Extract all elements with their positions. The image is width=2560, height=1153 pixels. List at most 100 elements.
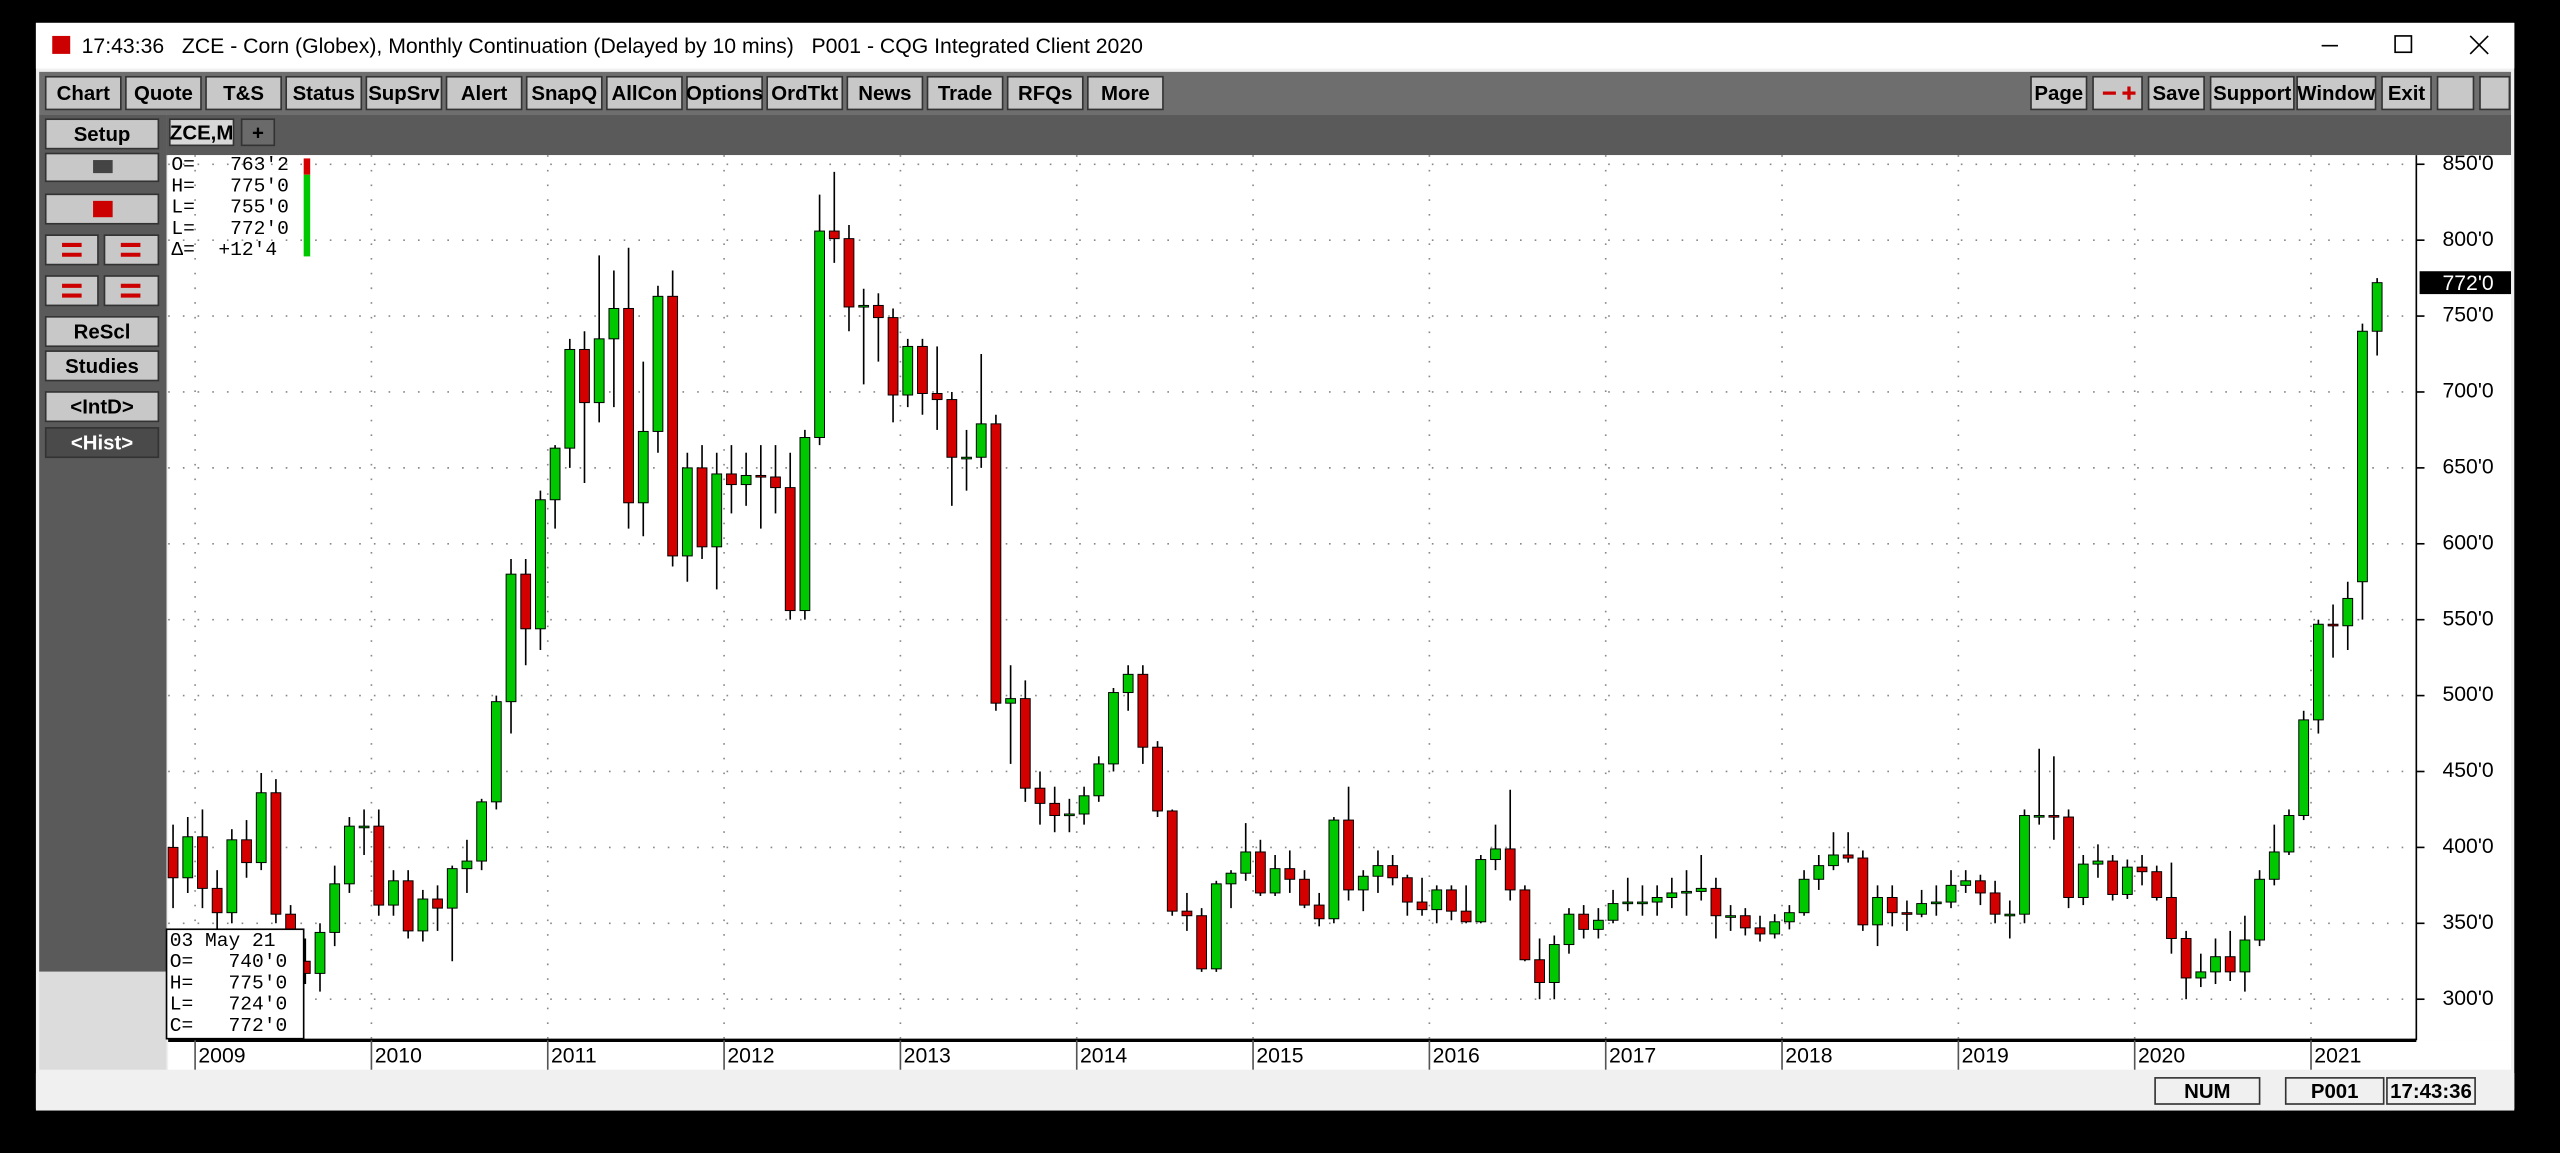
candle-body	[2254, 878, 2265, 941]
toolbar-button-label: OrdTkt	[771, 83, 838, 105]
toolbar-button-label: Exit	[2388, 83, 2426, 105]
toolbar-button[interactable]	[2381, 75, 2432, 111]
candle-body	[961, 456, 972, 460]
toolbar-button[interactable]	[846, 75, 924, 111]
tool-button[interactable]	[44, 234, 99, 266]
help-button[interactable]	[2479, 75, 2511, 111]
chart-tab[interactable]	[168, 118, 235, 147]
maximize-button[interactable]	[2394, 35, 2413, 54]
sidebar-button[interactable]	[44, 427, 160, 459]
candle-body	[1607, 903, 1619, 921]
sidebar-button[interactable]	[44, 118, 160, 150]
y-tick-label: 450'0	[2442, 759, 2493, 782]
tool-button[interactable]	[44, 275, 99, 307]
candle-body	[1945, 884, 1957, 903]
sidebar-button[interactable]	[44, 350, 160, 382]
tool-icon	[93, 200, 113, 218]
candle-body	[770, 476, 781, 489]
candle-body	[579, 348, 590, 404]
candle-body	[1519, 889, 1531, 961]
toolbar-button-label: AllCon	[612, 83, 678, 105]
x-tick-label: 2021	[2314, 1044, 2361, 1067]
candle-body	[1578, 913, 1590, 930]
tool-button[interactable]	[103, 234, 160, 266]
status-field[interactable]	[2386, 1077, 2476, 1105]
candle-body	[2121, 866, 2133, 895]
ohlc-panel-line: O= 763'2	[171, 154, 288, 176]
candle-body	[1240, 851, 1252, 874]
add-tab[interactable]	[240, 118, 276, 147]
toolbar-button[interactable]	[44, 75, 122, 111]
toolbar-button[interactable]	[2296, 75, 2377, 111]
candle-body	[1637, 901, 1648, 905]
candle-body	[623, 307, 634, 504]
toolbar-button[interactable]	[1087, 75, 1164, 111]
candle-body	[373, 825, 385, 906]
y-tick-label: 350'0	[2442, 911, 2493, 934]
status-field[interactable]	[2284, 1077, 2385, 1105]
candle-body	[931, 392, 943, 401]
toolbar-button[interactable]	[125, 75, 202, 111]
candle-body	[917, 345, 928, 394]
candle-body	[593, 338, 605, 404]
candle-body	[946, 399, 958, 458]
ohlc-panel-line: H= 775'0	[171, 175, 288, 197]
candle-body	[2239, 939, 2251, 973]
candle-body	[549, 447, 561, 501]
status-bar	[35, 1072, 2515, 1109]
y-tick-label: 700'0	[2442, 380, 2493, 403]
sidebar-button-label: ReScl	[74, 322, 131, 344]
toolbar-button[interactable]	[205, 75, 282, 111]
candle-body	[2092, 860, 2104, 865]
sidebar-button[interactable]	[44, 391, 160, 423]
candle-body	[2268, 851, 2280, 880]
plot-area	[168, 155, 2417, 1041]
toolbar-button[interactable]	[525, 75, 603, 111]
toolbar-button[interactable]	[365, 75, 443, 111]
candle-body	[681, 467, 693, 557]
toolbar-button[interactable]	[766, 75, 844, 111]
x-tick-label: 2009	[198, 1044, 245, 1067]
toolbar-button[interactable]	[2209, 75, 2295, 111]
candle-body	[1064, 813, 1075, 817]
candle-body	[417, 898, 429, 932]
cursor-panel-line: H= 775'0	[170, 972, 287, 994]
candle-body	[1299, 878, 1310, 906]
candle-body	[1930, 901, 1942, 905]
restore-button[interactable]	[2436, 75, 2475, 111]
candle-body	[432, 898, 443, 909]
sidebar-bottom	[39, 971, 167, 1070]
tool-button[interactable]	[103, 275, 160, 307]
toolbar-button[interactable]	[2147, 75, 2205, 111]
toolbar-button[interactable]	[606, 75, 683, 111]
toolbar-button[interactable]	[1006, 75, 1084, 111]
candle-body	[241, 839, 252, 864]
toolbar-button-label: Save	[2152, 83, 2200, 105]
sidebar-icons	[44, 75, 2511, 307]
candle-body	[1049, 802, 1061, 817]
sidebar-button-label: <IntD>	[70, 397, 134, 419]
toolbar-button-label: T&S	[223, 83, 264, 105]
candle-body	[1548, 944, 1560, 984]
toolbar-button[interactable]	[2030, 75, 2088, 111]
panel-color-bar	[303, 158, 311, 175]
close-button[interactable]	[2469, 35, 2489, 55]
candle-body	[858, 304, 870, 308]
candle-body	[1093, 763, 1105, 797]
toolbar-button[interactable]	[926, 75, 1004, 111]
toolbar-button[interactable]	[445, 75, 523, 111]
candle-body	[740, 474, 752, 486]
candle-body	[2371, 282, 2383, 332]
candle-body	[1357, 875, 1369, 891]
status-field-label: 17:43:36	[2390, 1081, 2472, 1103]
toolbar-button[interactable]	[285, 75, 363, 111]
candle-body	[1769, 921, 1781, 935]
candle-body	[2151, 871, 2163, 898]
toolbar-button[interactable]	[686, 75, 763, 111]
candle-body	[1504, 848, 1516, 891]
x-tick-label: 2016	[1433, 1044, 1480, 1067]
candle-body	[1210, 883, 1222, 970]
sidebar-button[interactable]	[44, 316, 160, 348]
candle-body	[1122, 673, 1134, 694]
status-field[interactable]	[2154, 1077, 2261, 1105]
